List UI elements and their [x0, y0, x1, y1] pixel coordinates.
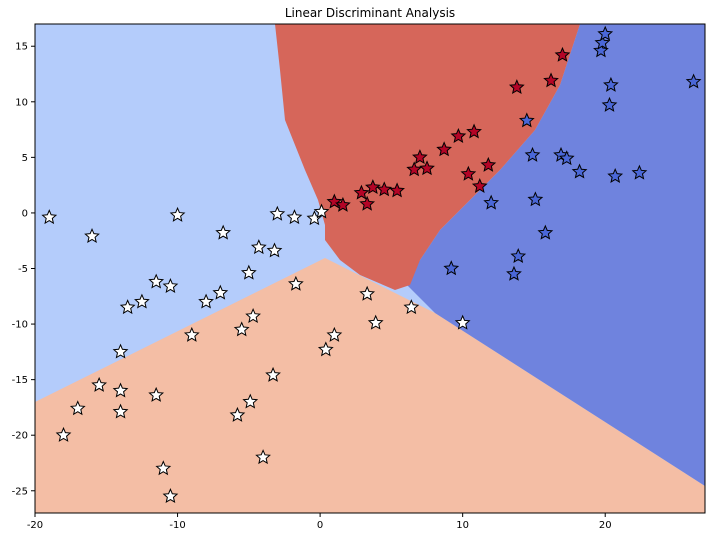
x-tick-label: -20	[27, 520, 43, 531]
scatter-star-white	[240, 264, 257, 280]
scatter-star-white	[242, 393, 259, 409]
scatter-star-red	[480, 156, 497, 172]
scatter-star-white	[255, 449, 271, 465]
scatter-star-blue	[518, 112, 535, 128]
scatter-star-blue	[483, 194, 500, 210]
scatter-star-blue	[631, 164, 648, 180]
y-tick-label: 15	[15, 42, 28, 53]
scatter-star-white	[169, 206, 186, 222]
scatter-star-white	[266, 242, 283, 258]
y-tick-label: 5	[22, 153, 28, 164]
scatter-star-red	[471, 177, 488, 193]
scatter-star-blue	[527, 191, 544, 207]
scatter-star-white	[367, 314, 384, 330]
scatter-star-white	[41, 209, 58, 225]
scatter-star-blue	[506, 265, 522, 281]
y-tick-label: -25	[12, 486, 28, 497]
scatter-star-white	[162, 488, 179, 504]
scatter-star-red	[450, 127, 467, 143]
x-tick-label: -10	[169, 520, 185, 531]
decision-regions	[35, 24, 705, 513]
scatter-star-red	[353, 184, 370, 200]
y-tick-label: -15	[12, 375, 28, 386]
scatter-star-white	[162, 278, 179, 293]
scatter-star-white	[313, 203, 330, 219]
scatter-star-blue	[603, 76, 619, 92]
chart-title: Linear Discriminant Analysis	[285, 6, 455, 20]
scatter-star-white	[269, 205, 286, 221]
scatter-star-red	[508, 79, 525, 95]
scatter-points	[41, 25, 702, 504]
scatter-star-white	[91, 376, 108, 392]
scatter-star-white	[286, 209, 303, 225]
region-red	[275, 24, 580, 290]
scatter-star-blue	[685, 73, 702, 89]
scatter-star-red	[364, 179, 381, 195]
scatter-star-red	[436, 141, 453, 157]
scatter-star-blue	[510, 247, 527, 263]
scatter-star-white	[245, 308, 261, 323]
scatter-star-white	[112, 403, 129, 419]
scatter-star-white	[148, 386, 165, 402]
scatter-star-white	[69, 400, 86, 416]
scatter-star-blue	[524, 146, 541, 162]
scatter-star-white	[215, 224, 232, 240]
scatter-star-white	[198, 293, 214, 309]
scatter-star-white	[403, 299, 420, 315]
region-dark-blue	[405, 24, 705, 486]
scatter-star-blue	[558, 150, 575, 166]
scatter-star-white	[326, 326, 343, 342]
scatter-star-white	[317, 341, 334, 357]
y-tick-label: 10	[15, 97, 28, 108]
y-tick-label: 0	[22, 208, 28, 219]
scatter-star-red	[406, 161, 423, 177]
y-tick-label: -5	[18, 264, 28, 275]
region-salmon	[35, 258, 705, 513]
scatter-star-red	[389, 182, 405, 198]
scatter-star-white	[287, 275, 304, 291]
scatter-star-white	[229, 406, 246, 422]
scatter-star-red	[419, 160, 435, 176]
scatter-star-red	[412, 149, 428, 165]
scatter-star-red	[466, 123, 482, 139]
scatter-star-blue	[601, 96, 618, 112]
scatter-star-white	[454, 314, 471, 330]
scatter-star-red	[359, 195, 376, 211]
scatter-star-white	[212, 284, 229, 300]
scatter-star-white	[265, 366, 281, 382]
scatter-star-blue	[607, 167, 624, 183]
scatter-star-red	[554, 46, 571, 62]
scatter-star-white	[119, 299, 136, 315]
scatter-star-blue	[597, 25, 614, 41]
x-tick-label: 10	[456, 520, 469, 531]
scatter-star-white	[359, 285, 376, 301]
y-tick-label: -10	[12, 320, 28, 331]
scatter-star-white	[250, 239, 267, 255]
scatter-star-white	[155, 460, 172, 476]
scatter-star-red	[543, 72, 559, 88]
y-tick-label: -20	[12, 431, 28, 442]
scatter-star-red	[460, 165, 477, 181]
scatter-star-white	[183, 326, 200, 342]
x-tick-label: 0	[317, 520, 323, 531]
x-tick-label: 20	[599, 520, 612, 531]
axis-ticks: -20 -10 0 10 20 15 10 5 0 -5 -10 -15 -20 -25	[12, 42, 612, 531]
scatter-star-white	[112, 382, 129, 398]
scatter-star-white	[148, 273, 165, 289]
scatter-star-blue	[594, 34, 611, 50]
scatter-star-blue	[537, 224, 554, 240]
scatter-star-blue	[571, 163, 588, 179]
scatter-star-white	[134, 293, 150, 309]
scatter-star-white	[112, 343, 129, 359]
scatter-star-white	[84, 227, 100, 243]
scatter-star-red	[376, 181, 393, 197]
scatter-star-white	[233, 321, 250, 337]
scatter-star-white	[55, 426, 72, 442]
scatter-star-red	[335, 196, 351, 212]
scatter-star-blue	[443, 260, 460, 276]
